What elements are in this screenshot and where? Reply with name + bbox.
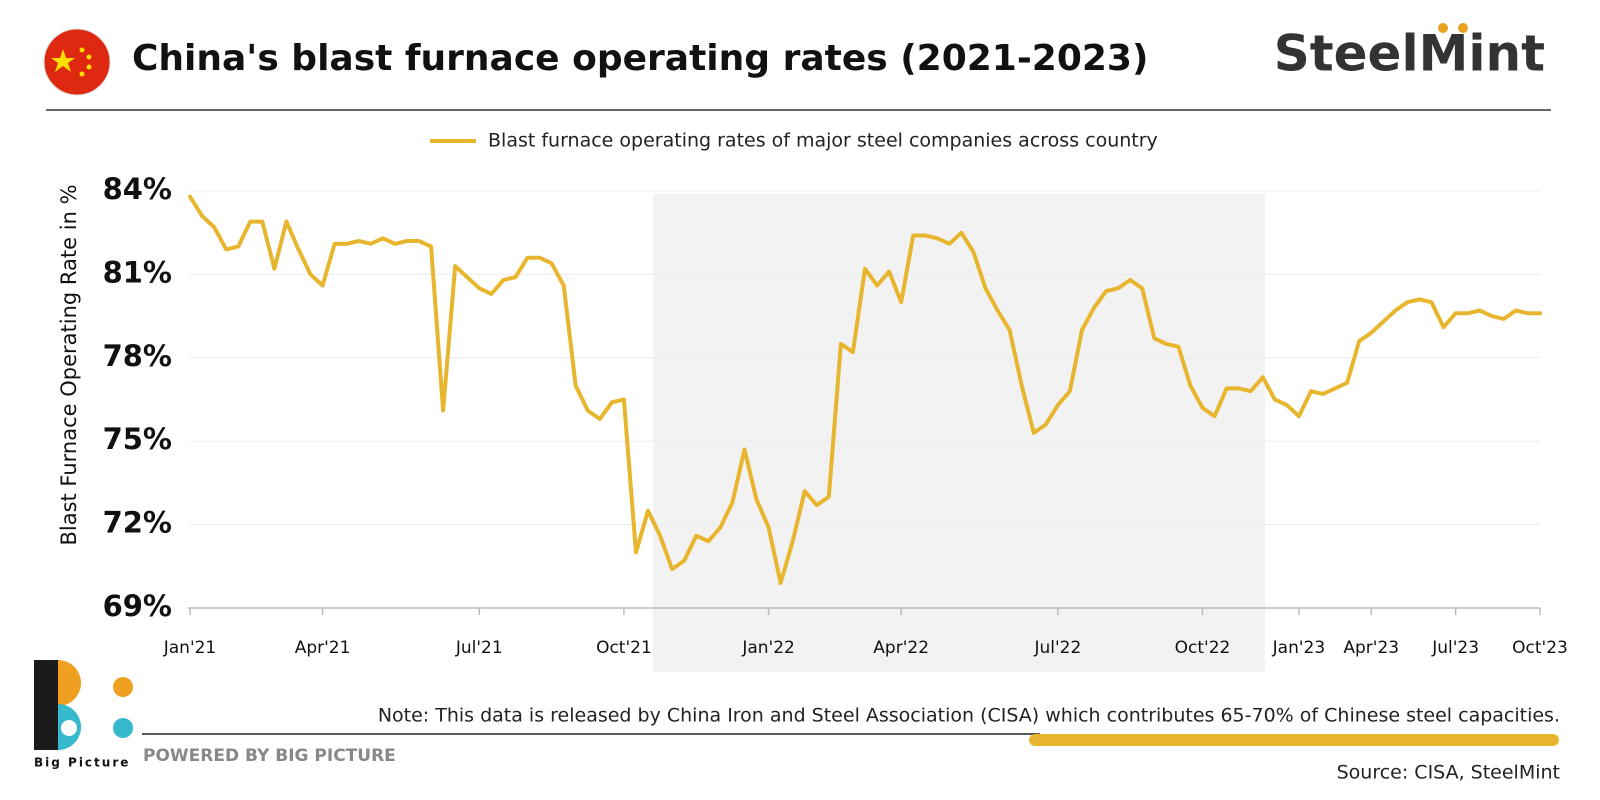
legend-label: Blast furnace operating rates of major s… — [488, 130, 1158, 152]
x-tick-label: Jul'22 — [1033, 638, 1081, 658]
x-tick-label: Jul'21 — [455, 638, 503, 658]
x-tick-label: Jan'23 — [1272, 638, 1326, 658]
note: Note: This data is released by China Iro… — [378, 705, 1560, 727]
data-line — [188, 194, 1542, 585]
y-tick-label: 84% — [103, 172, 172, 206]
y-axis-label: Blast Furnace Operating Rate in % — [57, 184, 81, 545]
y-tick-label: 75% — [103, 422, 172, 456]
brand-name: SteelMint — [1274, 25, 1545, 83]
powered-by: POWERED BY BIG PICTURE — [143, 746, 396, 766]
flag — [43, 28, 111, 96]
x-tick-label: Oct'21 — [596, 638, 652, 658]
y-tick-label: 72% — [103, 506, 172, 540]
big-picture-logo: Big Picture — [34, 660, 133, 770]
y-tick-label: 81% — [103, 255, 172, 289]
y-tick-label: 69% — [103, 589, 172, 623]
x-tick-label: Oct'23 — [1512, 638, 1568, 658]
x-tick-label: Jul'23 — [1431, 638, 1479, 658]
x-tick-label: Apr'21 — [295, 638, 351, 658]
y-tick-label: 78% — [103, 339, 172, 373]
x-tick-label: Apr'22 — [873, 638, 929, 658]
x-tick-label: Jan'21 — [163, 638, 217, 658]
chart-title: China's blast furnace operating rates (2… — [132, 38, 1148, 79]
source: Source: CISA, SteelMint — [1337, 762, 1560, 784]
x-tick-label: Oct'22 — [1175, 638, 1231, 658]
brand-logo: SteelMint — [1274, 23, 1545, 83]
highlight-band — [653, 194, 1265, 672]
x-tick-label: Jan'22 — [741, 638, 795, 658]
logo-caption: Big Picture — [34, 756, 130, 770]
x-tick-label: Apr'23 — [1343, 638, 1399, 658]
